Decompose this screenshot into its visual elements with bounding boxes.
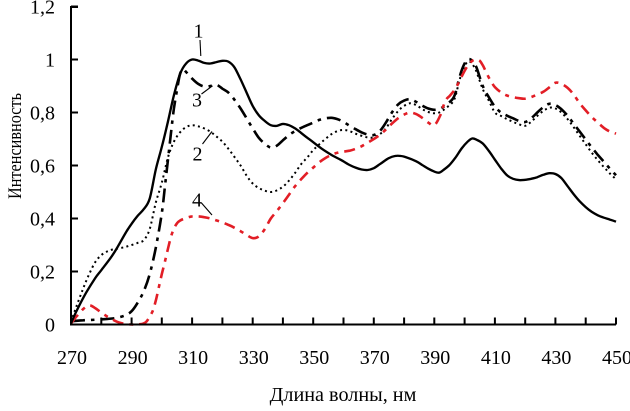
svg-text:430: 430 [541, 347, 571, 369]
svg-text:0,8: 0,8 [30, 103, 55, 125]
svg-text:Длина волны, нм: Длина волны, нм [270, 384, 417, 406]
svg-text:350: 350 [299, 347, 329, 369]
svg-text:0,6: 0,6 [30, 156, 55, 178]
svg-text:450: 450 [602, 347, 630, 369]
svg-text:310: 310 [178, 347, 208, 369]
svg-text:3: 3 [192, 90, 202, 112]
svg-text:390: 390 [420, 347, 450, 369]
svg-text:4: 4 [192, 190, 202, 212]
svg-text:0,4: 0,4 [30, 209, 55, 231]
svg-text:0,2: 0,2 [30, 262, 55, 284]
svg-text:270: 270 [57, 347, 87, 369]
svg-text:370: 370 [360, 347, 390, 369]
svg-text:290: 290 [118, 347, 148, 369]
svg-text:410: 410 [481, 347, 511, 369]
svg-text:2: 2 [193, 144, 203, 166]
svg-text:1: 1 [45, 50, 55, 72]
svg-text:Интенсивность: Интенсивность [5, 93, 26, 199]
svg-text:0: 0 [45, 315, 55, 337]
svg-text:330: 330 [239, 347, 269, 369]
svg-text:1,2: 1,2 [30, 0, 55, 19]
svg-text:1: 1 [194, 21, 204, 43]
